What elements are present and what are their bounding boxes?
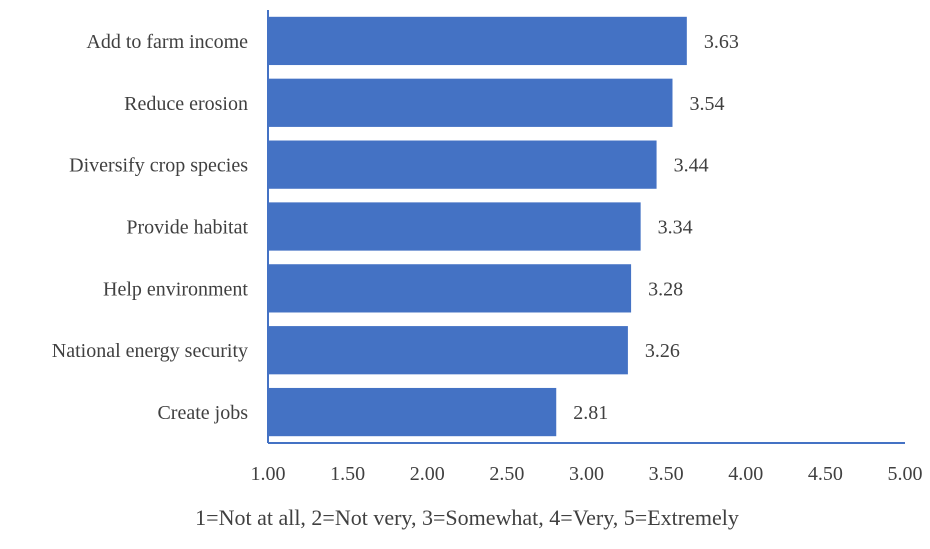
x-tick-label-4-00: 4.00 bbox=[728, 463, 763, 485]
category-label-diversify-crop-species: Diversify crop species bbox=[69, 155, 248, 177]
data-label-national-energy-security: 3.26 bbox=[645, 340, 680, 362]
data-label-help-environment: 3.28 bbox=[648, 278, 683, 300]
bar-diversify-crop-species bbox=[268, 140, 657, 189]
data-label-reduce-erosion: 3.54 bbox=[689, 93, 724, 115]
category-label-create-jobs: Create jobs bbox=[157, 402, 248, 424]
category-label-provide-habitat: Provide habitat bbox=[126, 217, 248, 239]
x-tick-label-2-50: 2.50 bbox=[489, 463, 524, 485]
x-tick-label-1-50: 1.50 bbox=[330, 463, 365, 485]
bar-national-energy-security bbox=[268, 326, 628, 375]
x-tick-label-4-50: 4.50 bbox=[808, 463, 843, 485]
x-axis-title: 1=Not at all, 2=Not very, 3=Somewhat, 4=… bbox=[195, 505, 739, 530]
bar-create-jobs bbox=[268, 387, 557, 437]
category-label-help-environment: Help environment bbox=[103, 278, 248, 300]
data-label-add-to-farm-income: 3.63 bbox=[704, 31, 739, 53]
bar-help-environment bbox=[268, 264, 632, 313]
data-label-diversify-crop-species: 3.44 bbox=[674, 155, 709, 177]
axis-layer bbox=[267, 10, 905, 444]
bar-add-to-farm-income bbox=[268, 16, 687, 66]
x-tick-label-3-00: 3.00 bbox=[569, 463, 604, 485]
data-label-create-jobs: 2.81 bbox=[573, 402, 608, 424]
x-tick-label-2-00: 2.00 bbox=[410, 463, 445, 485]
bar-reduce-erosion bbox=[268, 78, 673, 127]
x-tick-label-3-50: 3.50 bbox=[649, 463, 684, 485]
x-tick-label-1-00: 1.00 bbox=[251, 463, 286, 485]
bar-provide-habitat bbox=[268, 202, 641, 251]
category-label-reduce-erosion: Reduce erosion bbox=[124, 93, 248, 115]
labels-layer: Add to farm income 3.63 Reduce erosion 3.54… bbox=[52, 31, 923, 485]
category-label-national-energy-security: National energy security bbox=[52, 340, 248, 362]
category-label-add-to-farm-income: Add to farm income bbox=[86, 31, 248, 53]
bars-layer bbox=[268, 16, 687, 437]
data-label-provide-habitat: 3.34 bbox=[658, 217, 693, 239]
x-tick-label-5-00: 5.00 bbox=[888, 463, 923, 485]
